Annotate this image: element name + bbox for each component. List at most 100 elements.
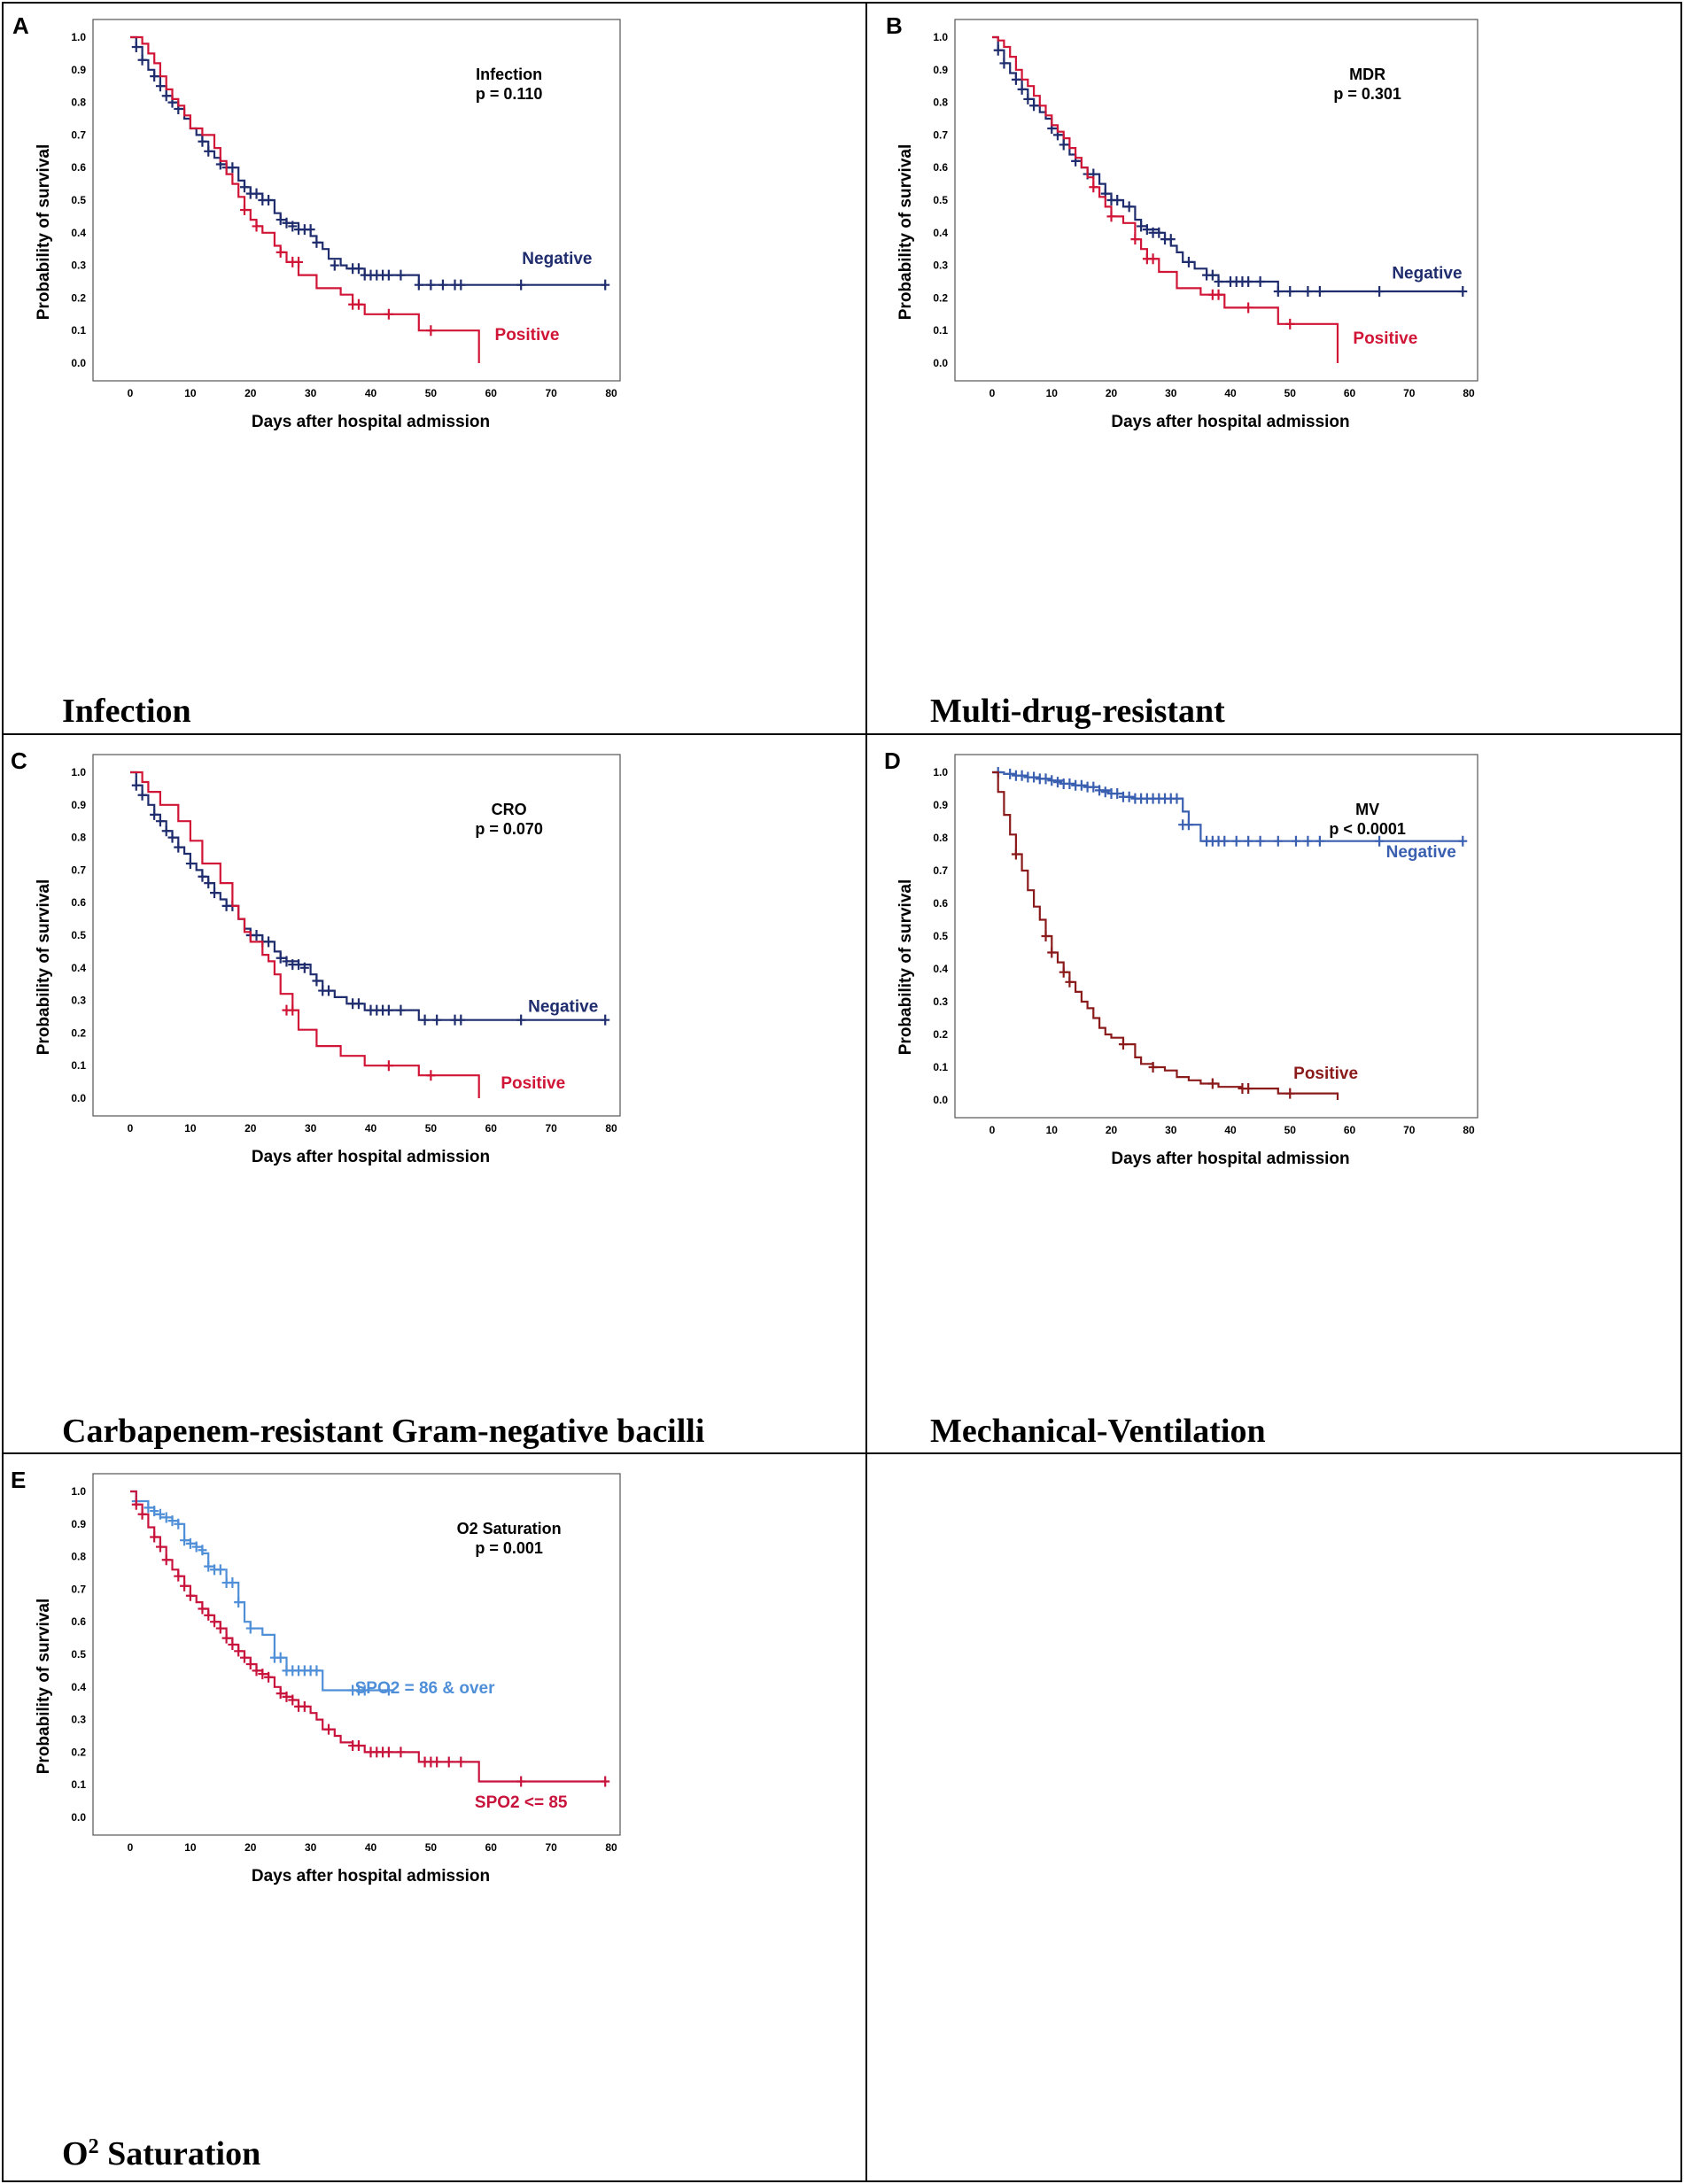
censor-mark	[131, 779, 141, 791]
survival-step-line	[130, 35, 480, 363]
censor-mark	[288, 1004, 298, 1016]
y-tick-label: 0.6	[71, 1615, 86, 1628]
censor-mark	[174, 1518, 183, 1530]
x-tick-label: 0	[989, 387, 996, 399]
panel-e: E 0.0 0.1 0.2 0.3 0.4 0.5 0.6 0.7 0.8 0.9 1.0 0 10 20 3…	[11, 1467, 621, 2172]
y-tick-label: 0.1	[71, 1778, 86, 1791]
series-label: Positive	[1293, 1065, 1358, 1083]
caption-superscript: 2	[89, 2135, 99, 2158]
censor-mark	[1154, 227, 1164, 238]
censor-mark	[299, 962, 309, 973]
series-label: Positive	[1353, 329, 1417, 348]
x-tick-label: 50	[1284, 1124, 1297, 1136]
censor-mark	[1041, 773, 1051, 785]
panel-caption: Carbapenem-resistant Gram-negative bacil…	[62, 1413, 704, 1450]
censor-mark	[245, 1623, 255, 1634]
censor-mark	[396, 269, 406, 281]
censor-mark	[155, 1508, 165, 1520]
censor-mark	[1375, 835, 1385, 847]
x-tick-label: 10	[184, 387, 197, 399]
y-tick-label: 0.9	[933, 799, 948, 811]
censor-mark	[1017, 83, 1027, 95]
plot-frame	[954, 754, 1478, 1119]
y-tick-label: 0.4	[71, 1681, 86, 1693]
annotation-test-name: Infection	[476, 66, 542, 83]
censor-mark	[1011, 74, 1020, 85]
censor-mark	[150, 809, 159, 820]
censor-mark	[1011, 848, 1020, 860]
x-tick-label: 10	[184, 1841, 197, 1854]
censor-mark	[384, 1004, 393, 1016]
censor-mark	[1166, 234, 1176, 245]
x-tick-label: 60	[1344, 1124, 1356, 1136]
censor-mark	[1183, 819, 1193, 831]
censor-mark	[1285, 286, 1295, 298]
x-tick-label: 80	[605, 1122, 617, 1135]
censor-mark	[228, 1577, 237, 1589]
censor-mark	[1124, 201, 1134, 213]
x-tick-label: 60	[1344, 387, 1356, 399]
y-tick-label: 1.0	[71, 766, 86, 778]
censor-mark	[155, 816, 165, 827]
x-tick-label: 50	[425, 1122, 438, 1135]
censor-mark	[264, 1671, 274, 1683]
censor-mark	[198, 1545, 207, 1556]
censor-mark	[239, 205, 249, 216]
censor-mark	[215, 1623, 225, 1634]
y-tick-label: 0.5	[71, 194, 86, 206]
y-tick-label: 0.1	[71, 1059, 86, 1072]
y-tick-label: 0.9	[71, 799, 86, 811]
censor-mark	[1029, 771, 1039, 783]
censor-mark	[1214, 276, 1223, 287]
y-tick-label: 1.0	[933, 766, 948, 778]
censor-mark	[353, 1740, 363, 1752]
panel-b: B 0.0 0.1 0.2 0.3 0.4 0.5 0.6 0.7 0.8 0.9 1.0 0 10 20 3…	[886, 12, 1478, 730]
series-positive: Positive	[130, 35, 559, 363]
censor-mark	[161, 1554, 171, 1566]
censor-mark	[1059, 966, 1068, 978]
y-tick-label: 0.0	[933, 357, 948, 369]
annotation-p-value: p = 0.070	[475, 820, 543, 838]
censor-mark	[384, 1684, 393, 1696]
censor-mark	[353, 263, 363, 275]
y-tick-label: 1.0	[71, 31, 86, 43]
censor-mark	[1458, 286, 1468, 298]
censor-mark	[426, 325, 436, 337]
censor-mark	[1148, 253, 1158, 265]
y-tick-label: 0.2	[71, 1026, 86, 1039]
censor-mark	[396, 1004, 406, 1016]
y-tick-label: 0.0	[71, 1092, 86, 1104]
censor-mark	[137, 1508, 147, 1520]
y-tick-label: 0.1	[933, 324, 948, 337]
censor-mark	[210, 1616, 220, 1628]
censor-mark	[144, 1502, 153, 1514]
censor-mark	[275, 246, 285, 258]
censor-mark	[1113, 195, 1122, 205]
censor-mark	[1065, 778, 1075, 789]
y-tick-label: 0.5	[933, 194, 948, 206]
censor-mark	[1047, 947, 1057, 958]
censor-mark	[191, 1541, 201, 1553]
annotation-test-name: CRO	[492, 801, 527, 818]
censor-mark	[245, 1659, 255, 1670]
panel-letter: E	[11, 1467, 26, 1493]
censor-mark	[1095, 785, 1105, 796]
censor-mark	[294, 959, 304, 971]
x-tick-label: 40	[365, 1122, 377, 1135]
y-tick-label: 0.8	[933, 97, 948, 109]
x-axis-label: Days after hospital admission	[252, 413, 490, 431]
x-tick-label: 50	[1284, 387, 1297, 399]
y-tick-label: 0.0	[71, 357, 86, 369]
y-tick-label: 0.2	[71, 291, 86, 304]
x-tick-label: 50	[425, 387, 438, 399]
censor-mark	[204, 878, 213, 889]
censor-mark	[1214, 289, 1223, 300]
censor-mark	[1017, 770, 1027, 781]
y-tick-label: 0.8	[71, 97, 86, 109]
censor-mark	[1244, 1083, 1253, 1095]
survival-step-line	[992, 35, 1339, 363]
x-tick-label: 70	[1403, 387, 1416, 399]
censor-mark	[1052, 777, 1062, 788]
censor-mark	[1244, 276, 1253, 287]
y-tick-label: 0.3	[933, 995, 948, 1008]
